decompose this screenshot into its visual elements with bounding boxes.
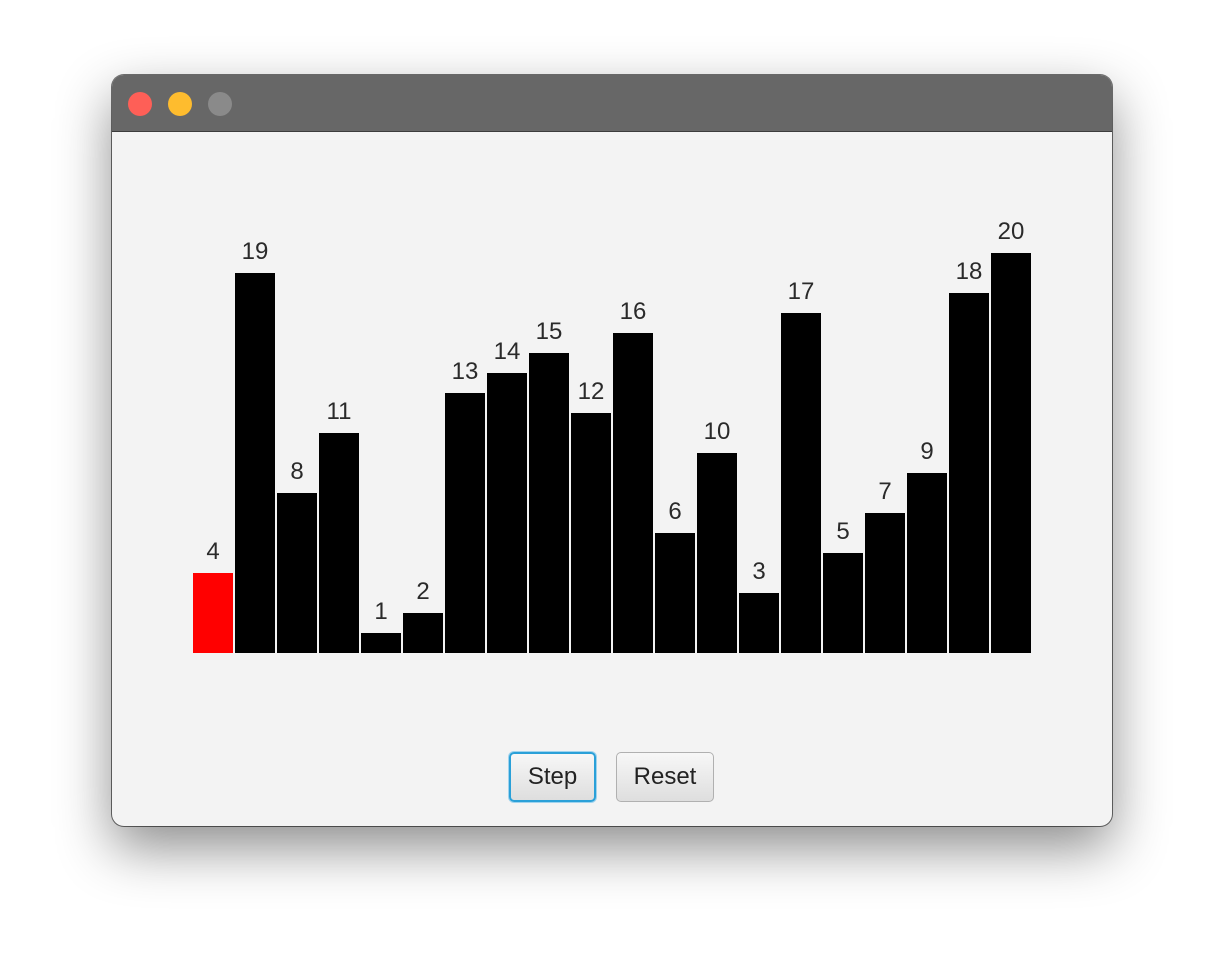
reset-button[interactable]: Reset	[616, 752, 714, 802]
bar-value-label: 10	[704, 418, 731, 445]
bar-value-label: 6	[668, 498, 681, 525]
bar	[865, 513, 905, 653]
bar	[235, 273, 275, 653]
bar-value-label: 13	[452, 358, 479, 385]
bar-value-label: 5	[836, 518, 849, 545]
bar-value-label: 11	[327, 398, 352, 425]
bar-value-label: 2	[416, 578, 429, 605]
bar	[823, 553, 863, 653]
step-button[interactable]: Step	[509, 752, 596, 802]
bar	[991, 253, 1031, 653]
bar	[949, 293, 989, 653]
bar-value-label: 19	[242, 238, 269, 265]
bar	[403, 613, 443, 653]
bar	[277, 493, 317, 653]
bar	[781, 313, 821, 653]
app-window: 4 19 8 11 1 2 13 14 15 12 16 6 10 3 17 5 7 9 18 20 Step Res…	[112, 75, 1112, 826]
bar-value-label: 4	[206, 538, 219, 565]
bar-value-label: 15	[536, 318, 563, 345]
bar	[445, 393, 485, 653]
title-bar[interactable]	[112, 75, 1112, 132]
bar-value-label: 17	[788, 278, 815, 305]
zoom-window-button[interactable]	[208, 92, 232, 116]
bar	[613, 333, 653, 653]
close-window-button[interactable]	[128, 92, 152, 116]
bar	[487, 373, 527, 653]
bar-value-label: 20	[998, 218, 1025, 245]
bar-highlighted	[193, 573, 233, 653]
bar-value-label: 14	[494, 338, 521, 365]
bar	[907, 473, 947, 653]
bar-value-label: 16	[620, 298, 647, 325]
bar	[697, 453, 737, 653]
bar	[739, 593, 779, 653]
bar	[361, 633, 401, 653]
bar	[319, 433, 359, 653]
bar-value-label: 3	[752, 558, 765, 585]
bar-value-label: 7	[878, 478, 891, 505]
bar	[655, 533, 695, 653]
bar	[571, 413, 611, 653]
bar-value-label: 1	[374, 598, 387, 625]
content-area: 4 19 8 11 1 2 13 14 15 12 16 6 10 3 17 5 7 9 18 20 Step Res…	[112, 132, 1112, 826]
bar-value-label: 9	[920, 438, 933, 465]
bar-value-label: 8	[290, 458, 303, 485]
minimize-window-button[interactable]	[168, 92, 192, 116]
bar-value-label: 12	[578, 378, 605, 405]
bar	[529, 353, 569, 653]
bar-value-label: 18	[956, 258, 983, 285]
